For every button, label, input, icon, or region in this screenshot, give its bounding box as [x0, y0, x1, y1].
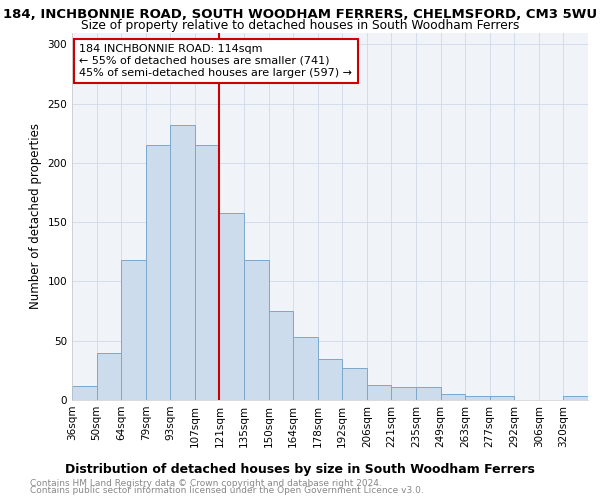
Bar	[342, 368, 367, 400]
Bar	[195, 145, 220, 400]
Y-axis label: Number of detached properties: Number of detached properties	[29, 123, 42, 309]
Text: Contains HM Land Registry data © Crown copyright and database right 2024.: Contains HM Land Registry data © Crown c…	[30, 478, 382, 488]
Bar	[72, 386, 97, 400]
Bar	[244, 260, 269, 400]
Bar	[146, 145, 170, 400]
Bar	[170, 125, 195, 400]
Text: Distribution of detached houses by size in South Woodham Ferrers: Distribution of detached houses by size …	[65, 462, 535, 475]
Bar	[563, 396, 588, 400]
Bar	[97, 352, 121, 400]
Bar	[121, 260, 146, 400]
Bar	[220, 212, 244, 400]
Bar	[391, 387, 416, 400]
Bar	[440, 394, 465, 400]
Bar	[269, 311, 293, 400]
Bar	[465, 396, 490, 400]
Text: 184, INCHBONNIE ROAD, SOUTH WOODHAM FERRERS, CHELMSFORD, CM3 5WU: 184, INCHBONNIE ROAD, SOUTH WOODHAM FERR…	[3, 8, 597, 20]
Bar	[416, 387, 440, 400]
Text: 184 INCHBONNIE ROAD: 114sqm
← 55% of detached houses are smaller (741)
45% of se: 184 INCHBONNIE ROAD: 114sqm ← 55% of det…	[79, 44, 352, 78]
Text: Contains public sector information licensed under the Open Government Licence v3: Contains public sector information licen…	[30, 486, 424, 495]
Bar	[318, 358, 342, 400]
Bar	[293, 337, 318, 400]
Bar	[367, 384, 391, 400]
Bar	[490, 396, 514, 400]
Text: Size of property relative to detached houses in South Woodham Ferrers: Size of property relative to detached ho…	[81, 18, 519, 32]
